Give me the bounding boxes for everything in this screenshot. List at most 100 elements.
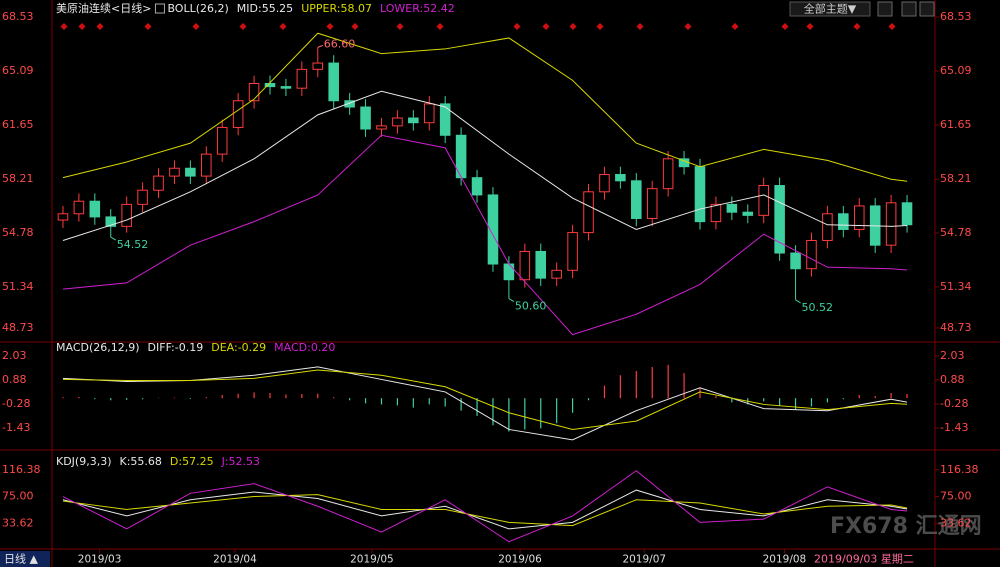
event-marker	[351, 23, 359, 30]
y-tick-label-right: 68.53	[940, 10, 972, 23]
candle-body	[57, 213, 69, 221]
candle-body	[631, 180, 642, 219]
candle-body	[105, 216, 117, 227]
candle-body	[280, 86, 292, 89]
legend-entry: D:57.25	[170, 455, 214, 468]
candle-body	[806, 239, 817, 270]
candle-body	[408, 117, 419, 124]
y-tick-label-right: 75.00	[940, 490, 972, 503]
candle-body	[567, 232, 578, 271]
indicator-line	[62, 90, 908, 241]
event-marker	[239, 23, 247, 30]
legend-entry: MACD:0.20	[274, 341, 335, 354]
y-tick-label: 68.53	[2, 10, 34, 23]
y-tick-label: 51.34	[2, 280, 34, 293]
event-marker	[731, 23, 739, 30]
tool-button[interactable]	[919, 1, 935, 17]
legend-entry: LOWER:52.42	[380, 2, 455, 15]
event-marker	[326, 23, 334, 30]
candle-body	[153, 175, 164, 191]
annotation-pointer	[317, 44, 323, 48]
event-marker	[853, 23, 861, 30]
annotation-pointer	[795, 299, 801, 304]
y-tick-label-right: 2.03	[940, 349, 965, 362]
y-tick-label-right: 48.73	[940, 321, 972, 334]
y-tick-label: 58.21	[2, 172, 34, 185]
theme-button[interactable]: 全部主题▼	[789, 1, 871, 17]
candle-body	[646, 188, 658, 219]
annotation-pointer	[508, 298, 515, 302]
indicator-line	[62, 366, 908, 441]
event-marker	[806, 23, 814, 30]
legend-entry: DIFF:-0.19	[148, 341, 204, 354]
candle-body	[185, 167, 196, 177]
y-tick-label: 0.88	[2, 373, 27, 386]
watermark: FX678 汇通网	[830, 514, 982, 539]
candle-body	[742, 211, 754, 216]
plots: 68.53 68.53 65.09 65.09 61.65 61.65 58.21 58.21…	[2, 1, 979, 566]
indicator-label: BOLL(26,2)	[167, 2, 228, 15]
legend-entry: K:55.68	[120, 455, 162, 468]
x-tick-label: 2019/08	[763, 554, 807, 566]
y-tick-label-right: -0.28	[940, 397, 968, 410]
candle-body	[201, 153, 212, 177]
candle-body	[885, 202, 897, 246]
candle-body	[694, 166, 706, 223]
annotation-label: 54.52	[117, 238, 149, 251]
candle-body	[503, 263, 515, 281]
tool-button[interactable]	[877, 1, 893, 17]
y-tick-label: -1.43	[2, 421, 30, 434]
candle-body	[901, 202, 913, 226]
candle-body	[216, 126, 228, 155]
y-tick-label: -0.28	[2, 397, 30, 410]
y-tick-label-right: 33.62	[940, 516, 972, 529]
tool-button[interactable]	[901, 1, 917, 17]
legend-entry: MID:55.25	[237, 2, 293, 15]
y-tick-label: 54.78	[2, 226, 34, 239]
y-tick-label: 33.62	[2, 516, 34, 529]
candle-body	[137, 189, 148, 205]
candle-body	[312, 62, 324, 70]
candle-body	[471, 177, 483, 196]
event-marker	[96, 23, 104, 30]
cursor-date: 2019/09/03 星期二	[814, 553, 914, 566]
event-marker	[192, 23, 200, 30]
candle-body	[392, 117, 403, 127]
candle-body	[360, 106, 371, 130]
indicator-line	[62, 32, 908, 182]
candle-body	[583, 191, 594, 234]
indicator-line	[62, 489, 908, 530]
indicator-line	[62, 369, 908, 430]
candle-body	[487, 194, 499, 265]
y-tick-label: 116.38	[2, 463, 41, 476]
y-tick-label-right: -1.43	[940, 421, 968, 434]
period-label: 日线 ▲	[4, 552, 38, 566]
indicator-icon	[154, 3, 165, 14]
panel-title: MACD(26,12,9)	[56, 341, 140, 354]
event-marker	[636, 23, 644, 30]
event-marker	[888, 23, 896, 30]
event-marker	[279, 23, 287, 30]
annotation-label: 50.52	[802, 301, 834, 314]
period-button[interactable]	[0, 551, 50, 567]
legend-entry: J:52.53	[221, 455, 260, 468]
candle-body	[296, 68, 308, 89]
x-tick-label: 2019/07	[622, 554, 666, 566]
candle-body	[758, 185, 769, 216]
candle-body	[615, 174, 626, 182]
legend-entry: UPPER:58.07	[301, 2, 372, 15]
event-marker	[513, 23, 521, 30]
annotation-label: 66.60	[324, 37, 356, 50]
candle-body	[662, 158, 674, 190]
x-tick-label: 2019/05	[350, 554, 394, 566]
y-tick-label-right: 54.78	[940, 226, 972, 239]
candle-body	[344, 100, 355, 108]
candle-body	[774, 185, 785, 254]
y-tick-label: 48.73	[2, 321, 34, 334]
y-tick-label-right: 58.21	[940, 172, 972, 185]
candle-body	[121, 203, 132, 227]
candle-body	[519, 250, 531, 281]
y-tick-label: 61.65	[2, 118, 34, 131]
